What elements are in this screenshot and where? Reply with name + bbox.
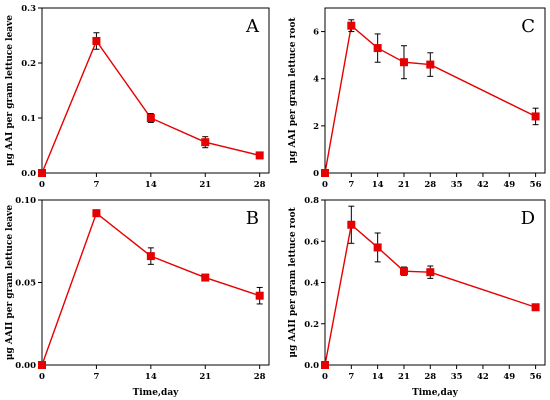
- x-tick-label: 42: [477, 180, 489, 190]
- data-point: [38, 169, 46, 177]
- x-tick-label: 21: [199, 180, 211, 190]
- series-line: [41, 39, 260, 174]
- y-tick-label: 0: [313, 169, 319, 179]
- data-point: [426, 268, 435, 277]
- chart-panel-a: 0 7 14 21 28 0.0 0.1 0.2 0.3 μg AAI per gram lett…: [5, 4, 270, 190]
- data-point: [321, 361, 329, 369]
- series-line: [41, 212, 260, 366]
- y-tick-label: 0.3: [21, 4, 36, 14]
- data-point: [531, 112, 540, 121]
- x-tick-label: 7: [93, 372, 99, 382]
- y-tick-label: 0.2: [304, 320, 319, 330]
- y-axis-title: μg AAI per gram lettuce leave: [5, 15, 15, 166]
- series-line: [324, 223, 536, 366]
- panel-letter: D: [521, 208, 535, 229]
- x-tick-label: 7: [93, 180, 99, 190]
- y-tick-label: 0.05: [15, 279, 36, 289]
- x-tick-label: 28: [254, 180, 266, 190]
- data-point: [92, 209, 101, 218]
- data-point: [38, 361, 46, 369]
- data-point: [373, 243, 382, 252]
- plot-frame: [324, 199, 546, 366]
- data-point: [399, 267, 408, 276]
- y-tick-label: 0.4: [304, 279, 319, 289]
- panel-letter: A: [245, 16, 260, 37]
- panel-letter: B: [246, 208, 259, 229]
- y-tick-label: 0.8: [304, 196, 319, 206]
- data-point: [255, 291, 264, 300]
- plot-frame: [41, 7, 270, 174]
- data-point: [201, 138, 210, 147]
- data-point: [347, 21, 356, 30]
- y-axis-title: μg AAII per gram lettuce root: [288, 207, 298, 358]
- x-tick-label: 21: [398, 180, 410, 190]
- y-tick-label: 0.0: [21, 169, 36, 179]
- x-axis-title: Time,day: [133, 388, 180, 398]
- chart-panel-d: 0 7 14 21 28 35 42 49 56 0.0 0.2 0.4 0.6 0.8 μg AAII p…: [288, 196, 546, 398]
- plot-frame: [324, 7, 546, 174]
- series-line: [324, 24, 536, 174]
- data-point: [255, 151, 264, 160]
- x-tick-label: 0: [39, 372, 45, 382]
- x-tick-label: 7: [348, 180, 354, 190]
- panel-letter: C: [521, 16, 535, 37]
- chart-panel-c: 0 7 14 21 28 35 42 49 56 0 2 4 6 μg AAI per gram lett…: [288, 7, 546, 190]
- y-tick-label: 0.2: [21, 59, 36, 69]
- x-tick-label: 0: [322, 372, 328, 382]
- x-tick-label: 14: [145, 180, 157, 190]
- y-axis-title: μg AAII per gram lettuce leave: [5, 205, 15, 360]
- data-point: [347, 220, 356, 229]
- y-tick-label: 0.10: [15, 196, 36, 206]
- x-tick-label: 28: [424, 180, 436, 190]
- y-tick-label: 2: [313, 122, 319, 132]
- x-tick-label: 0: [39, 180, 45, 190]
- x-tick-label: 14: [372, 372, 384, 382]
- y-tick-label: 0.00: [15, 361, 36, 371]
- y-tick-label: 0.1: [21, 114, 36, 124]
- x-tick-label: 42: [477, 372, 489, 382]
- x-tick-label: 14: [145, 372, 157, 382]
- y-tick-label: 0.0: [304, 361, 319, 371]
- x-tick-label: 28: [424, 372, 436, 382]
- x-tick-label: 35: [451, 180, 463, 190]
- y-tick-label: 0.6: [304, 237, 319, 247]
- x-axis-title: Time,day: [412, 388, 459, 398]
- data-point: [426, 60, 435, 69]
- data-point: [531, 303, 540, 312]
- x-tick-label: 21: [199, 372, 211, 382]
- x-tick-label: 35: [451, 372, 463, 382]
- data-point: [373, 44, 382, 53]
- data-point: [399, 58, 408, 67]
- x-tick-label: 21: [398, 372, 410, 382]
- x-tick-label: 28: [254, 372, 266, 382]
- y-tick-label: 6: [313, 28, 319, 38]
- data-point: [201, 273, 210, 282]
- x-tick-label: 49: [503, 180, 515, 190]
- data-point: [92, 37, 101, 45]
- x-tick-label: 56: [530, 372, 542, 382]
- y-axis-title: μg AAI per gram lettuce root: [288, 17, 298, 164]
- x-tick-label: 14: [372, 180, 384, 190]
- data-point: [321, 169, 329, 177]
- plot-frame: [41, 199, 270, 366]
- x-tick-label: 49: [503, 372, 515, 382]
- data-point: [146, 252, 155, 261]
- data-point: [146, 114, 155, 122]
- x-tick-label: 0: [322, 180, 328, 190]
- x-tick-label: 7: [348, 372, 354, 382]
- x-tick-label: 56: [530, 180, 542, 190]
- y-tick-label: 4: [313, 75, 319, 85]
